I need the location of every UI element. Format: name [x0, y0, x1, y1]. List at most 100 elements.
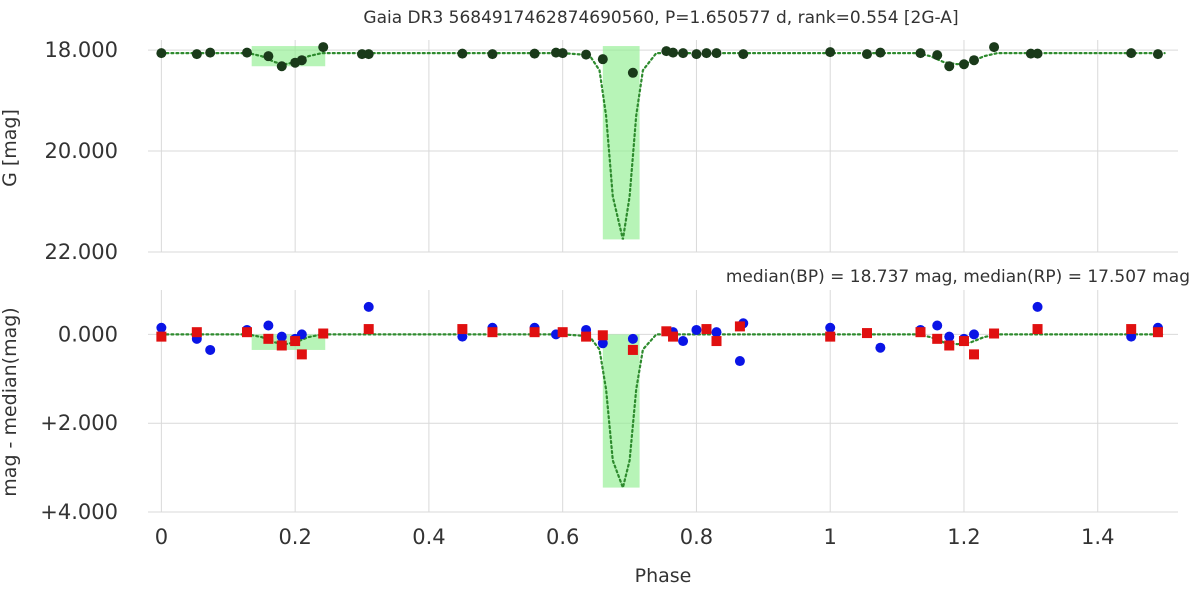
x-tick-label: 1.4	[1081, 525, 1114, 549]
g-data-point	[276, 61, 287, 72]
g-data-point	[191, 49, 202, 60]
g-data-point	[944, 61, 955, 72]
bp-data-point	[875, 342, 886, 353]
rp-data-point	[191, 327, 202, 338]
g-data-point	[668, 47, 679, 58]
g-data-point	[875, 47, 886, 58]
bottom-y-tick-labels: 0.000 +2.000 +4.000	[40, 322, 118, 524]
x-tick-label: 1	[824, 525, 837, 549]
g-data-point	[581, 49, 592, 60]
rp-data-point	[944, 340, 955, 351]
top-gridlines	[148, 40, 1178, 253]
x-axis-label: Phase	[635, 565, 692, 587]
bp-data-point	[932, 320, 943, 331]
g-data-point	[969, 55, 980, 66]
bp-data-point	[363, 301, 374, 312]
g-data-point	[557, 48, 568, 59]
rp-data-point	[296, 349, 307, 360]
color-residual-panel: 0.000 +2.000 +4.000 0 0.2 0.4 0.6 0.8 1 1.2 1.4 m…	[0, 267, 1190, 587]
g-data-point	[711, 48, 722, 59]
top-y-tick-labels: 18.000 20.000 22.000	[45, 38, 118, 264]
y-tick-label: 20.000	[45, 139, 118, 163]
rp-data-point	[263, 333, 274, 344]
x-tick-label: 1.2	[947, 525, 980, 549]
rp-data-point	[825, 331, 836, 342]
bottom-highlight-bands	[251, 334, 640, 488]
g-data-point	[597, 54, 608, 65]
rp-data-point	[156, 331, 167, 342]
g-data-point	[318, 42, 329, 53]
g-data-point	[691, 49, 702, 60]
top-highlight-bands	[251, 46, 640, 240]
x-tick-label: 0	[155, 525, 168, 549]
rp-data-point	[915, 327, 926, 338]
bp-data-point	[734, 356, 745, 367]
rp-data-point	[1032, 324, 1043, 335]
median-annotation: median(BP) = 18.737 mag, median(RP) = 17…	[726, 267, 1190, 287]
rp-data-point	[969, 349, 980, 360]
rp-data-point	[1152, 327, 1163, 338]
eclipse-highlight-band	[251, 46, 326, 67]
y-tick-label: 18.000	[45, 38, 118, 62]
rp-data-point	[581, 331, 592, 342]
bottom-model-curve	[160, 333, 1166, 492]
bp-data-point	[1032, 301, 1043, 312]
eclipse-highlight-band	[602, 46, 640, 240]
g-data-point	[932, 50, 943, 61]
g-data-point	[825, 47, 836, 58]
g-magnitude-panel: 18.000 20.000 22.000 Gaia DR3 568491746287…	[0, 8, 1178, 264]
rp-data-point	[861, 328, 872, 339]
rp-data-point	[241, 327, 252, 338]
bottom-y-axis-label: mag - median(mag)	[0, 307, 21, 496]
g-data-point	[861, 49, 872, 60]
bp-data-point	[156, 322, 167, 333]
g-data-point	[457, 48, 468, 59]
bp-data-point	[969, 329, 980, 340]
rp-data-point	[734, 321, 745, 332]
y-tick-label: 0.000	[58, 322, 118, 346]
chart-title: Gaia DR3 5684917462874690560, P=1.650577…	[363, 8, 958, 28]
rp-data-point	[363, 324, 374, 335]
g-data-point	[915, 48, 926, 59]
bottom-data-points	[156, 301, 1163, 367]
bp-data-point	[711, 327, 722, 338]
rp-data-point	[668, 331, 679, 342]
bp-data-point	[944, 331, 955, 342]
y-tick-label: +2.000	[40, 411, 118, 435]
rp-data-point	[290, 336, 301, 347]
g-data-point	[738, 49, 749, 60]
bp-data-point	[263, 320, 274, 331]
bp-data-point	[691, 324, 702, 335]
rp-data-point	[318, 328, 329, 339]
rp-data-point	[487, 327, 498, 338]
g-data-point	[363, 49, 374, 60]
model-curve-line	[160, 333, 1166, 492]
g-data-point	[701, 48, 712, 59]
rp-data-point	[529, 327, 540, 338]
rp-data-point	[701, 324, 712, 335]
x-tick-labels: 0 0.2 0.4 0.6 0.8 1 1.2 1.4	[155, 525, 1115, 549]
x-tick-label: 0.4	[412, 525, 445, 549]
y-tick-label: 22.000	[45, 240, 118, 264]
rp-data-point	[627, 344, 638, 355]
rp-data-point	[932, 333, 943, 344]
g-data-point	[627, 67, 638, 78]
rp-data-point	[597, 330, 608, 341]
bottom-gridlines	[148, 290, 1178, 513]
rp-data-point	[661, 326, 672, 337]
rp-data-point	[457, 324, 468, 335]
bp-data-point	[627, 333, 638, 344]
g-data-point	[678, 48, 689, 59]
top-model-curve	[160, 52, 1166, 240]
bp-data-point	[597, 338, 608, 349]
g-data-point	[1032, 48, 1043, 59]
bp-data-point	[678, 336, 689, 347]
bp-data-point	[276, 331, 287, 342]
x-tick-label: 0.2	[278, 525, 311, 549]
g-data-point	[1126, 48, 1137, 59]
rp-data-point	[1126, 324, 1137, 335]
g-data-point	[529, 48, 540, 59]
rp-data-point	[958, 336, 969, 347]
rp-data-point	[711, 336, 722, 347]
